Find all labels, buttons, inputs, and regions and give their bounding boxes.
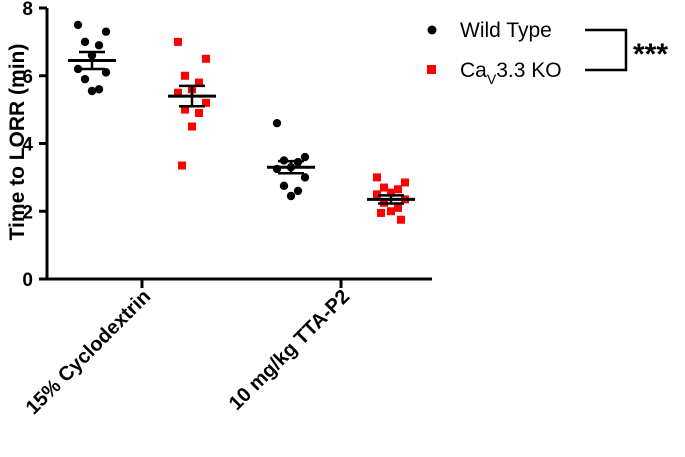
legend-label-ko: CaV3.3 KO bbox=[460, 59, 562, 87]
data-point-wild-type bbox=[286, 191, 296, 201]
category-label-vehicle: 15% Cyclodextrin bbox=[22, 286, 155, 419]
data-point-ko bbox=[195, 109, 203, 118]
data-point-ko bbox=[373, 173, 381, 182]
y-tick-label: 8 bbox=[22, 0, 33, 20]
y-tick-label: 2 bbox=[22, 202, 33, 223]
data-point-ko bbox=[178, 161, 186, 170]
data-point-ko bbox=[387, 207, 395, 216]
data-point-wild-type bbox=[87, 86, 97, 96]
data-point-wild-type bbox=[94, 41, 104, 50]
data-point-wild-type bbox=[101, 27, 111, 36]
legend-marker-wild-type bbox=[427, 25, 437, 35]
data-point-wild-type bbox=[300, 152, 310, 162]
data-point-ko bbox=[195, 78, 203, 87]
data-point-ko bbox=[174, 88, 182, 97]
legend-label-wild-type: Wild Type bbox=[460, 19, 552, 42]
y-tick-label: 6 bbox=[22, 67, 33, 88]
data-point-ko bbox=[401, 178, 409, 187]
data-point-ko bbox=[394, 185, 402, 194]
legend-marker-ko bbox=[427, 65, 436, 74]
data-point-ko bbox=[373, 190, 381, 199]
data-point-ko bbox=[181, 105, 189, 114]
category-label-tta-p2: 10 mg/kg TTA-P2 bbox=[225, 286, 354, 415]
data-point-ko bbox=[174, 37, 182, 46]
data-point-wild-type bbox=[272, 118, 282, 128]
data-point-wild-type bbox=[94, 85, 104, 94]
data-point-wild-type bbox=[73, 20, 83, 30]
data-point-wild-type bbox=[73, 64, 83, 74]
data-point-wild-type bbox=[293, 186, 303, 196]
data-point-wild-type bbox=[80, 37, 90, 47]
data-point-ko bbox=[397, 215, 405, 224]
data-point-wild-type bbox=[80, 74, 90, 84]
data-point-ko bbox=[387, 188, 395, 197]
data-point-ko bbox=[202, 98, 210, 107]
data-point-wild-type bbox=[279, 181, 289, 191]
data-point-ko bbox=[202, 54, 210, 63]
significance-bracket bbox=[585, 28, 628, 72]
data-point-ko bbox=[188, 122, 196, 131]
data-point-wild-type bbox=[300, 173, 310, 182]
y-axis-title: Time to LORR (min) bbox=[6, 44, 29, 241]
significance-stars: *** bbox=[633, 38, 668, 71]
data-point-wild-type bbox=[101, 68, 111, 77]
y-tick-label: 0 bbox=[22, 270, 33, 291]
data-point-ko bbox=[181, 71, 189, 80]
data-point-ko bbox=[380, 183, 388, 192]
data-point-ko bbox=[377, 208, 385, 217]
y-tick-label: 4 bbox=[22, 135, 33, 156]
data-point-ko bbox=[394, 203, 402, 212]
